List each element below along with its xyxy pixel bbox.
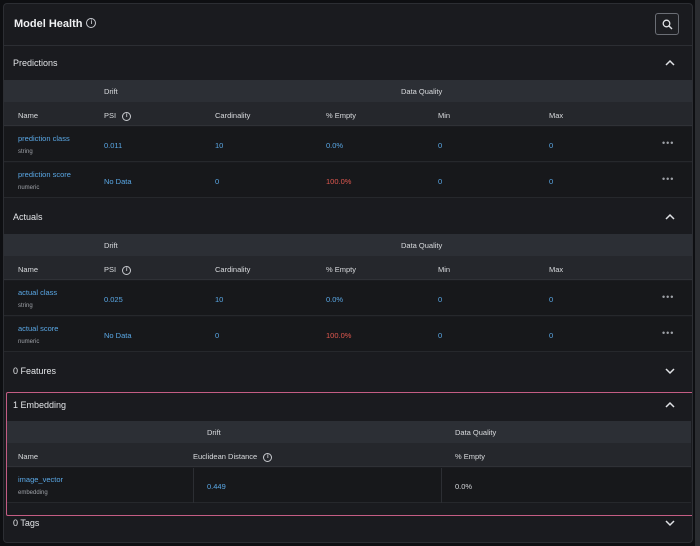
- tags-title: 0 Tags: [13, 518, 40, 528]
- panel-header: Model Health i: [4, 4, 692, 46]
- chevron-up-icon[interactable]: [664, 400, 676, 410]
- predictions-section-header[interactable]: Predictions: [4, 46, 692, 80]
- column-divider: [441, 468, 442, 503]
- info-icon[interactable]: i: [122, 265, 132, 275]
- column-min[interactable]: Min: [438, 265, 451, 274]
- empty-value: 0.0%: [326, 295, 344, 304]
- group-header-row: Drift Data Quality: [4, 80, 692, 102]
- table-row[interactable]: prediction class string 0.011 10 0.0% 0 …: [4, 127, 692, 162]
- column-psi[interactable]: PSI i: [104, 111, 132, 121]
- feature-name-link[interactable]: actual score: [18, 324, 59, 333]
- data-quality-group-label: Data Quality: [401, 87, 443, 96]
- drift-group-label: Drift: [207, 428, 221, 437]
- min-value: 0: [438, 331, 443, 340]
- empty-value: 0.0%: [326, 141, 344, 150]
- feature-name-link[interactable]: prediction class: [18, 134, 70, 143]
- column-psi[interactable]: PSI i: [104, 265, 132, 275]
- column-cardinality[interactable]: Cardinality: [215, 111, 251, 120]
- psi-value: 0.011: [104, 141, 123, 150]
- features-title: 0 Features: [13, 366, 57, 376]
- max-value: 0: [549, 295, 554, 304]
- table-row[interactable]: actual class string 0.025 10 0.0% 0 0 ••…: [4, 281, 692, 316]
- info-icon[interactable]: i: [263, 452, 273, 462]
- min-value: 0: [438, 177, 443, 186]
- euclidean-distance-value: 0.449: [207, 482, 226, 491]
- group-header-row: Drift Data Quality: [4, 234, 692, 256]
- feature-type: string: [18, 149, 33, 155]
- min-value: 0: [438, 141, 443, 150]
- chevron-up-icon[interactable]: [664, 212, 676, 222]
- embedding-title: 1 Embedding: [13, 400, 67, 410]
- cardinality-value: 10: [215, 295, 224, 304]
- column-header-row: Name Euclidean Distance i % Empty: [7, 443, 691, 467]
- table-row[interactable]: image_vector embedding 0.449 0.0%: [7, 468, 691, 503]
- more-options-icon[interactable]: •••: [662, 138, 675, 148]
- search-button[interactable]: [655, 13, 679, 35]
- psi-value: No Data: [104, 331, 132, 340]
- embedding-section-highlight: [6, 392, 692, 516]
- chevron-down-icon[interactable]: [664, 366, 676, 376]
- max-value: 0: [549, 141, 554, 150]
- column-header-row: Name PSI i Cardinality % Empty Min Max: [4, 102, 692, 126]
- chevron-down-icon[interactable]: [664, 518, 676, 528]
- scrollbar-track[interactable]: [695, 0, 700, 546]
- cardinality-value: 0: [215, 177, 220, 186]
- column-empty[interactable]: % Empty: [455, 452, 486, 461]
- column-max[interactable]: Max: [549, 265, 564, 274]
- tags-section-header[interactable]: 0 Tags: [4, 506, 692, 540]
- table-row[interactable]: actual score numeric No Data 0 100.0% 0 …: [4, 317, 692, 352]
- actuals-title: Actuals: [13, 212, 43, 222]
- column-header-row: Name PSI i Cardinality % Empty Min Max: [4, 256, 692, 280]
- more-options-icon[interactable]: •••: [662, 292, 675, 302]
- info-icon[interactable]: i: [122, 111, 132, 121]
- column-name[interactable]: Name: [18, 265, 39, 274]
- embedding-type: embedding: [18, 490, 48, 496]
- cardinality-value: 0: [215, 331, 220, 340]
- feature-type: string: [18, 303, 33, 309]
- chevron-up-icon[interactable]: [664, 58, 676, 68]
- column-euclidean-distance[interactable]: Euclidean Distance i: [193, 452, 273, 462]
- table-row[interactable]: prediction score numeric No Data 0 100.0…: [4, 163, 692, 198]
- drift-group-label: Drift: [104, 241, 118, 250]
- column-max[interactable]: Max: [549, 111, 564, 120]
- embedding-name-link[interactable]: image_vector: [18, 475, 64, 484]
- data-quality-group-label: Data Quality: [401, 241, 443, 250]
- column-min[interactable]: Min: [438, 111, 451, 120]
- model-health-panel: Model Health i Predictions Drift Data Qua…: [3, 3, 693, 543]
- column-name[interactable]: Name: [18, 452, 39, 461]
- column-empty[interactable]: % Empty: [326, 265, 357, 274]
- page-title: Model Health i: [14, 18, 97, 30]
- min-value: 0: [438, 295, 443, 304]
- column-cardinality[interactable]: Cardinality: [215, 265, 251, 274]
- column-empty[interactable]: % Empty: [326, 111, 357, 120]
- psi-value: 0.025: [104, 295, 123, 304]
- drift-group-label: Drift: [104, 87, 118, 96]
- data-quality-group-label: Data Quality: [455, 428, 497, 437]
- embedding-section-header[interactable]: 1 Embedding: [4, 388, 692, 422]
- column-divider: [193, 468, 194, 503]
- info-icon[interactable]: i: [86, 18, 97, 29]
- predictions-title: Predictions: [13, 58, 58, 68]
- feature-name-link[interactable]: actual class: [18, 288, 58, 297]
- search-icon: [662, 19, 673, 30]
- features-section-header[interactable]: 0 Features: [4, 354, 692, 388]
- actuals-section-header[interactable]: Actuals: [4, 200, 692, 234]
- cardinality-value: 10: [215, 141, 224, 150]
- feature-name-link[interactable]: prediction score: [18, 170, 71, 179]
- empty-value: 100.0%: [326, 331, 352, 340]
- max-value: 0: [549, 331, 554, 340]
- more-options-icon[interactable]: •••: [662, 174, 675, 184]
- feature-type: numeric: [18, 185, 40, 191]
- more-options-icon[interactable]: •••: [662, 328, 675, 338]
- column-name[interactable]: Name: [18, 111, 39, 120]
- group-header-row: Drift Data Quality: [7, 421, 691, 443]
- feature-type: numeric: [18, 339, 40, 345]
- empty-value: 100.0%: [326, 177, 352, 186]
- empty-value: 0.0%: [455, 482, 473, 491]
- psi-value: No Data: [104, 177, 132, 186]
- max-value: 0: [549, 177, 554, 186]
